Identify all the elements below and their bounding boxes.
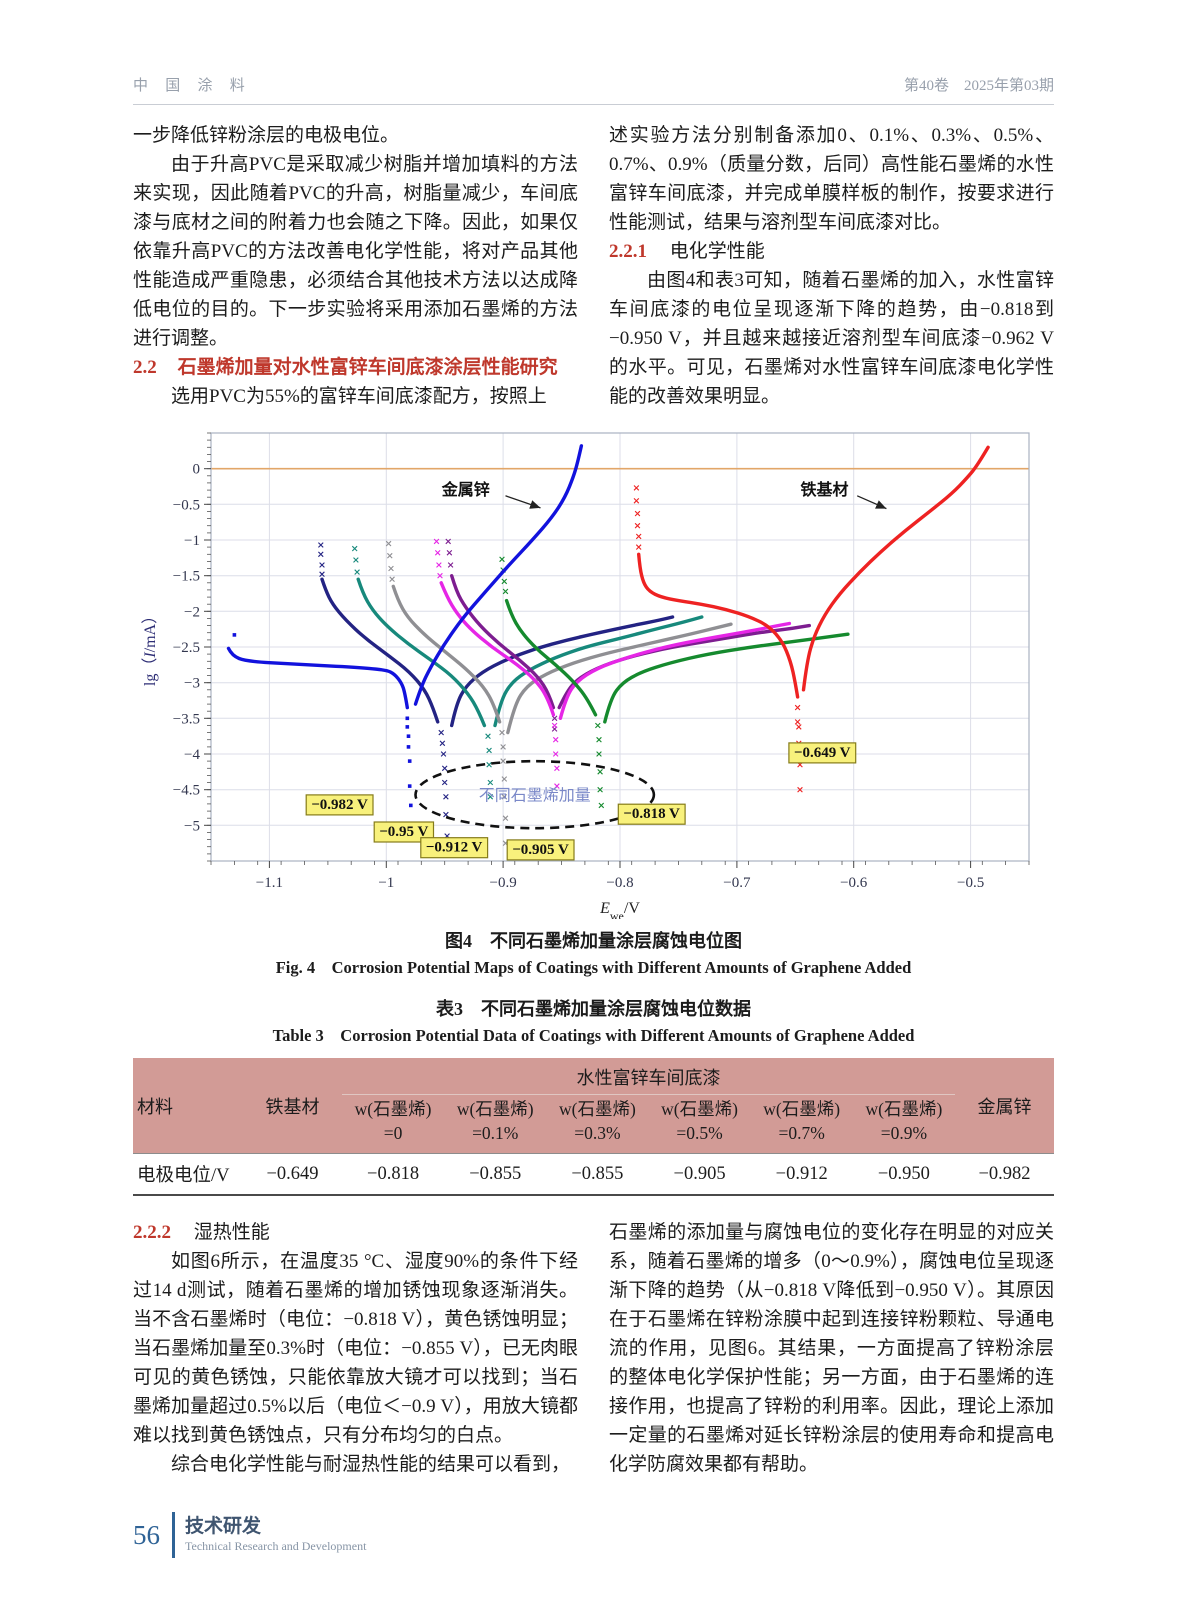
- figure-4: −1.1 −1 −0.9 −0.8 −0.7 −0.6 −0.5 0 −0.5 −1 −1.5 −2 −…: [133, 421, 1054, 980]
- section-title: 石墨烯加量对水性富锌车间底漆涂层性能研究: [177, 357, 558, 378]
- col-header-material: 材料: [133, 1058, 243, 1154]
- sub-header-3: w(石墨烯) =0.5%: [648, 1094, 751, 1154]
- paragraph: 石墨烯的添加量与腐蚀电位的变化存在明显的对应关系，随着石墨烯的增多（0～0.9%…: [609, 1222, 1054, 1475]
- section-number: 2.2.1: [609, 241, 647, 262]
- section-heading-2-2-2: 2.2.2 湿热性能: [133, 1218, 578, 1247]
- svg-text:−1.1: −1.1: [256, 875, 283, 891]
- section-heading-2-2: 2.2 石墨烯加量对水性富锌车间底漆涂层性能研究: [133, 353, 578, 382]
- svg-text:−3.5: −3.5: [173, 711, 200, 727]
- issue-info: 第40卷 2025年第03期: [903, 78, 1054, 94]
- sub-header-5: w(石墨烯) =0.9%: [852, 1094, 955, 1154]
- svg-text:−2.5: −2.5: [173, 640, 200, 656]
- table-row: 电极电位/V −0.649 −0.818 −0.855 −0.855 −0.90…: [133, 1153, 1054, 1196]
- paragraph: 如图6所示，在温度35 °C、湿度90%的条件下经过14 d测试，随着石墨烯的增…: [133, 1251, 578, 1446]
- sub-header-2: w(石墨烯) =0.3%: [546, 1094, 649, 1154]
- svg-text:金属锌: 金属锌: [441, 480, 490, 499]
- footer-section-en: Technical Research and Development: [185, 1539, 367, 1553]
- page-footer: 56 技术研发 Technical Research and Developme…: [133, 1512, 366, 1558]
- right-column: 述实验方法分别制备添加0、0.1%、0.3%、0.5%、0.7%、0.9%（质量…: [609, 121, 1054, 411]
- svg-text:lg（I/mA）: lg（I/mA）: [141, 608, 159, 686]
- right-column-bottom: 石墨烯的添加量与腐蚀电位的变化存在明显的对应关系，随着石墨烯的增多（0～0.9%…: [609, 1218, 1054, 1479]
- svg-text:Ewe/V: Ewe/V: [599, 900, 640, 919]
- corrosion-potential-table: 材料 铁基材 水性富锌车间底漆 金属锌 w(石墨烯) =0 w(石墨烯) =0.1%…: [133, 1058, 1054, 1196]
- section-heading-2-2-1: 2.2.1 电化学性能: [609, 237, 1054, 266]
- svg-text:−2: −2: [184, 604, 200, 620]
- value-zinc: −0.982: [955, 1153, 1054, 1196]
- paragraph: 由于升高PVC是采取减少树脂并增加填料的方法来实现，因此随着PVC的升高，树脂量…: [133, 154, 578, 349]
- value-g09: −0.950: [852, 1153, 955, 1196]
- header-rule: [133, 104, 1054, 105]
- value-g05: −0.905: [648, 1153, 751, 1196]
- svg-text:−4.5: −4.5: [173, 783, 200, 799]
- svg-text:不同石墨烯加量: 不同石墨烯加量: [479, 787, 591, 805]
- table3-caption-en: Table 3 Corrosion Potential Data of Coat…: [272, 1026, 915, 1045]
- figure4-caption-cn: 图4 不同石墨烯加量涂层腐蚀电位图: [445, 931, 742, 951]
- paragraph: 综合电化学性能与耐湿热性能的结果可以看到，: [171, 1454, 571, 1475]
- footer-section-cn: 技术研发: [185, 1516, 262, 1537]
- svg-text:铁基材: 铁基材: [800, 480, 848, 499]
- svg-text:−0.7: −0.7: [723, 875, 751, 891]
- top-text-columns: 一步降低锌粉涂层的电极电位。 由于升高PVC是采取减少树脂并增加填料的方法来实现…: [133, 121, 1054, 411]
- footer-divider-bar: [172, 1512, 175, 1558]
- section-title: 电化学性能: [669, 241, 765, 262]
- page-number: 56: [133, 1519, 160, 1550]
- col-header-waterborne-primer: 水性富锌车间底漆: [342, 1058, 955, 1095]
- bottom-text-columns: 2.2.2 湿热性能 如图6所示，在温度35 °C、湿度90%的条件下经过14 d…: [133, 1218, 1054, 1479]
- page-header: 中 国 涂 料 第40卷 2025年第03期: [133, 74, 1054, 95]
- value-g01: −0.855: [444, 1153, 547, 1196]
- svg-text:−0.818 V: −0.818 V: [623, 806, 680, 822]
- left-column-bottom: 2.2.2 湿热性能 如图6所示，在温度35 °C、湿度90%的条件下经过14 d…: [133, 1218, 578, 1479]
- svg-text:0: 0: [193, 462, 201, 478]
- sub-header-1: w(石墨烯) =0.1%: [444, 1094, 547, 1154]
- paragraph: 一步降低锌粉涂层的电极电位。: [133, 125, 400, 146]
- row-label: 电极电位/V: [133, 1153, 243, 1196]
- journal-name: 中 国 涂 料: [133, 78, 252, 94]
- svg-text:−0.5: −0.5: [957, 875, 984, 891]
- svg-text:−0.905 V: −0.905 V: [512, 842, 569, 858]
- svg-text:−1: −1: [378, 875, 394, 891]
- value-iron: −0.649: [243, 1153, 342, 1196]
- svg-text:−0.649 V: −0.649 V: [794, 745, 851, 761]
- svg-text:−0.95 V: −0.95 V: [379, 824, 428, 840]
- figure4-caption-en: Fig. 4 Corrosion Potential Maps of Coati…: [275, 958, 912, 977]
- svg-text:−0.6: −0.6: [840, 875, 868, 891]
- paragraph: 述实验方法分别制备添加0、0.1%、0.3%、0.5%、0.7%、0.9%（质量…: [609, 125, 1054, 233]
- svg-text:−0.5: −0.5: [173, 497, 200, 513]
- value-g07: −0.912: [750, 1153, 853, 1196]
- table3-caption-cn: 表3 不同石墨烯加量涂层腐蚀电位数据: [436, 999, 751, 1019]
- svg-text:−0.982 V: −0.982 V: [311, 797, 368, 813]
- section-number: 2.2.2: [133, 1222, 171, 1243]
- col-header-iron: 铁基材: [243, 1058, 342, 1154]
- corrosion-potential-chart: −1.1 −1 −0.9 −0.8 −0.7 −0.6 −0.5 0 −0.5 −1 −1.5 −2 −…: [141, 432, 1030, 923]
- svg-text:−4: −4: [184, 747, 200, 763]
- table3-captions: 表3 不同石墨烯加量涂层腐蚀电位数据 Table 3 Corrosion Pot…: [133, 996, 1054, 1048]
- svg-text:−5: −5: [184, 818, 200, 834]
- svg-text:−0.8: −0.8: [606, 875, 633, 891]
- svg-text:−3: −3: [184, 676, 200, 692]
- svg-text:−0.912 V: −0.912 V: [426, 840, 483, 856]
- svg-text:−1: −1: [184, 533, 200, 549]
- value-g0: −0.818: [342, 1153, 445, 1196]
- sub-header-4: w(石墨烯) =0.7%: [750, 1094, 853, 1154]
- paragraph: 选用PVC为55%的富锌车间底漆配方，按照上: [171, 386, 547, 407]
- section-number: 2.2: [133, 357, 157, 378]
- sub-header-0: w(石墨烯) =0: [342, 1094, 445, 1154]
- svg-text:−0.9: −0.9: [489, 875, 516, 891]
- svg-text:−1.5: −1.5: [173, 569, 200, 585]
- col-header-zinc: 金属锌: [955, 1058, 1054, 1154]
- section-title: 湿热性能: [193, 1222, 270, 1243]
- left-column: 一步降低锌粉涂层的电极电位。 由于升高PVC是采取减少树脂并增加填料的方法来实现…: [133, 121, 578, 411]
- paragraph: 由图4和表3可知，随着石墨烯的加入，水性富锌车间底漆的电位呈现逐渐下降的趋势，由…: [609, 270, 1054, 407]
- value-g03: −0.855: [546, 1153, 649, 1196]
